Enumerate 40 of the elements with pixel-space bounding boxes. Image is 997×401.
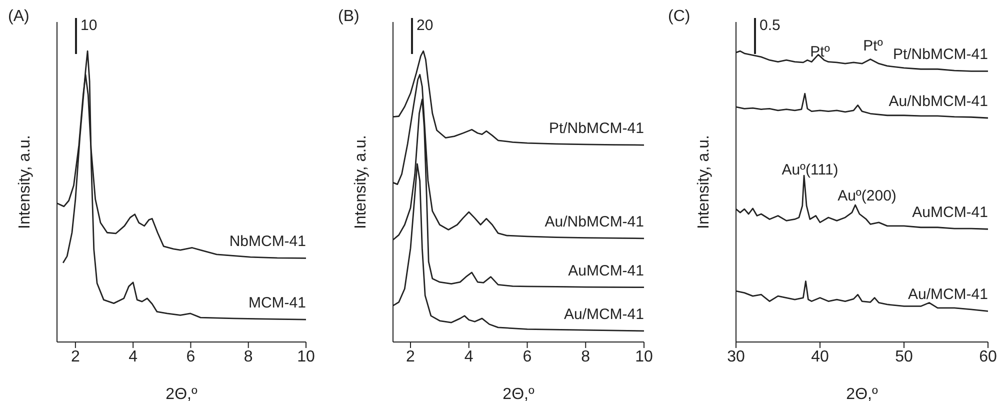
x-tick-label: 30	[727, 348, 745, 366]
y-axis-title: Intensity, a.u.	[696, 135, 713, 229]
x-tick-label: 50	[895, 348, 913, 366]
y-axis-title: Intensity, a.u.	[16, 135, 34, 229]
annotation: Auº(111)	[782, 162, 838, 178]
scale-bar: 20	[411, 18, 434, 54]
series-label: Au/NbMCM-41	[544, 213, 644, 230]
series-label: MCM-41	[248, 294, 306, 312]
x-tick-label: 2	[406, 348, 416, 366]
scale-bar: 10	[75, 18, 98, 54]
series-label: Pt/NbMCM-41	[548, 120, 644, 138]
scale-bar: 0.5	[754, 18, 780, 54]
series-label: AuMCM-41	[912, 204, 988, 222]
chart-title: (A)	[8, 8, 30, 26]
annotation: Auº(200)	[838, 188, 896, 204]
series-label: AuMCM-41	[568, 262, 644, 280]
x-tick-label: 10	[635, 348, 653, 366]
x-tick-label: 60	[979, 348, 997, 366]
series-label: Au/MCM-41	[908, 286, 988, 304]
series-label: Au/MCM-41	[564, 306, 644, 323]
annotation: Ptº	[863, 38, 883, 54]
x-tick-label: 2	[70, 348, 80, 366]
series-label: Au/NbMCM-41	[888, 93, 988, 110]
x-tick-label: 8	[244, 348, 253, 366]
x-tick-label: 40	[811, 348, 829, 366]
x-tick-label: 4	[128, 348, 138, 366]
x-axis-title: 2Θ,º	[166, 386, 198, 401]
x-tick-label: 6	[522, 348, 532, 366]
x-tick-label: 6	[186, 348, 196, 366]
chart-title: (C)	[668, 8, 690, 26]
x-tick-label: 10	[297, 348, 315, 366]
annotation: Ptº	[810, 44, 830, 60]
series-label: NbMCM-41	[229, 233, 306, 250]
y-axis-title: Intensity, a.u.	[352, 135, 370, 229]
chart-title: (B)	[338, 8, 360, 26]
x-axis-title: 2Θ,º	[502, 386, 534, 401]
x-tick-label: 8	[581, 348, 590, 366]
series-label: Pt/NbMCM-41	[892, 46, 988, 64]
x-tick-label: 4	[464, 348, 474, 366]
x-axis-title: 2Θ,º	[846, 386, 878, 401]
